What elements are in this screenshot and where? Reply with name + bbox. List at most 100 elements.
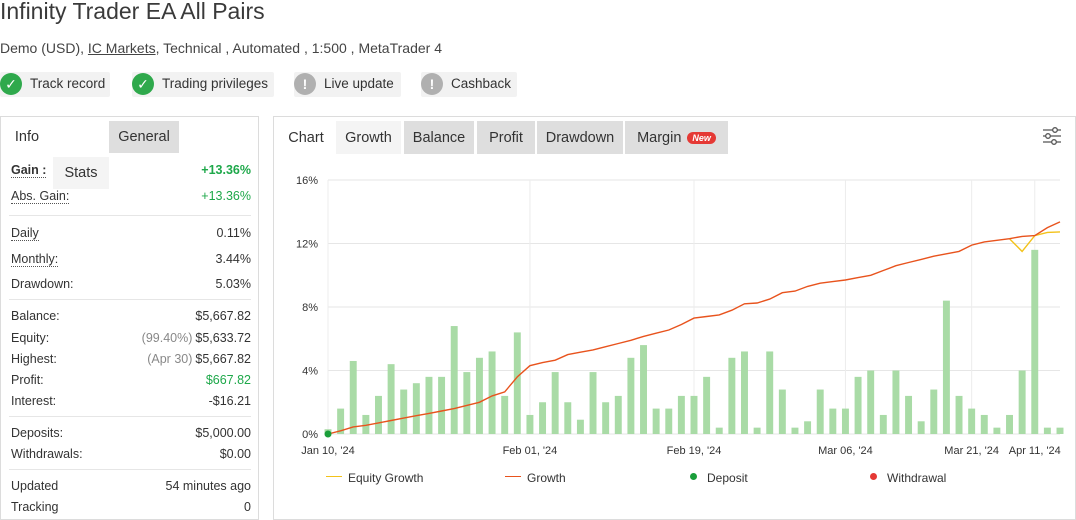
daily-bar [728,357,736,434]
daily-bar [703,376,711,434]
stat-profit: Profit: $667.82 [9,371,251,391]
chart-tabs: Chart Growth Balance Profit Drawdown Mar… [274,117,1075,155]
daily-bar [475,357,483,434]
divider [9,299,251,300]
legend-label: Withdrawal [887,471,947,485]
daily-bar [1018,370,1026,434]
badge-live-update[interactable]: ! Live update [294,72,401,97]
y-tick-label: 12% [296,239,318,251]
tab-profit[interactable]: Profit [477,121,535,154]
daily-bar [627,357,635,434]
sliders-icon[interactable] [1041,125,1063,147]
stat-label[interactable]: Monthly: [11,252,59,267]
daily-bar [665,408,673,434]
legend-growth[interactable]: Growth [505,471,566,485]
daily-bar [640,345,647,434]
daily-bar [892,370,900,434]
tab-stats[interactable]: Stats [53,157,109,189]
legend-label: Deposit [707,471,748,485]
tab-drawdown[interactable]: Drawdown [537,121,623,154]
stat-value: $667.82 [205,373,251,387]
daily-bar [942,300,950,434]
daily-bar [438,376,446,434]
daily-bar [993,427,1001,434]
daily-bar [1006,414,1013,434]
daily-bar [677,395,685,434]
highest-amount: $5,667.82 [195,352,251,366]
tab-chart[interactable]: Chart [278,121,334,154]
stat-label: Equity: [11,331,50,345]
daily-bar [917,421,925,434]
highest-date: (Apr 30) [147,352,193,366]
badge-trading-privileges[interactable]: ✓ Trading privileges [132,72,274,97]
legend-deposit[interactable]: Deposit [690,471,748,485]
divider [9,416,251,417]
daily-bar [829,408,837,434]
stat-deposits: Deposits: $5,000.00 [9,424,251,444]
stat-equity: Equity: (99.40%) $5,633.72 [9,329,251,349]
daily-bar [425,376,433,434]
x-tick-label: Mar 06, '24 [818,445,873,457]
daily-bar [450,326,458,434]
y-tick-label: 16% [296,175,318,187]
divider [9,215,251,216]
stat-gain: Gain : +13.36% [9,161,251,181]
stat-label: Profit: [11,373,44,387]
daily-bar [905,395,913,434]
stat-drawdown: Drawdown: 5.03% [9,275,251,295]
badge-label: Live update [324,76,394,91]
tab-general[interactable]: General [109,121,179,153]
daily-bar [778,389,786,434]
daily-bar [526,414,534,434]
stat-value: (99.40%) $5,633.72 [142,331,251,345]
daily-bar [539,402,547,434]
stat-value: (Apr 30) $5,667.82 [147,352,251,366]
stat-value: 54 minutes ago [165,479,251,493]
daily-bar [349,360,357,434]
page-title: Infinity Trader EA All Pairs [0,0,265,24]
daily-bar [488,351,496,434]
check-icon: ✓ [132,73,154,95]
daily-bar [652,408,660,434]
account-subtitle: Demo (USD), IC Markets, Technical , Auto… [0,40,442,56]
growth-chart[interactable]: 0% 4% 8% 12% 16% Jan 10, '24 Feb 01, '24 Feb 19… [274,117,1075,469]
daily-bar [1056,427,1064,434]
stat-value: 3.44% [215,252,251,266]
daily-bar [968,408,976,434]
daily-bar [602,402,610,434]
deposit-swatch [690,473,697,481]
daily-bar [362,414,370,434]
equity-growth-swatch [326,476,342,478]
growth-line [327,221,1061,435]
equity-percent: (99.40%) [141,331,193,345]
stats-tabs: Info Stats General [1,117,258,189]
daily-bar [375,395,382,434]
legend-label: Growth [527,471,566,485]
daily-bar [841,408,849,434]
stat-label[interactable]: Abs. Gain: [11,189,70,204]
stat-value: 0 [244,500,251,514]
stat-monthly: Monthly: 3.44% [9,250,251,270]
legend-equity-growth[interactable]: Equity Growth [326,471,423,485]
daily-bar [589,372,597,434]
broker-link[interactable]: IC Markets [87,40,156,56]
tab-margin-label: Margin [637,129,682,146]
daily-bar [463,372,471,434]
stats-panel: Info Stats General Gain : +13.36% Abs. G… [0,116,259,520]
badge-track-record[interactable]: ✓ Track record [0,72,110,97]
tab-growth[interactable]: Growth [336,121,401,154]
daily-bar [816,389,824,434]
stat-label: Updated [11,479,59,493]
legend-withdrawal[interactable]: Withdrawal [870,471,946,485]
stat-label[interactable]: Gain : [11,163,47,178]
account-type: Demo (USD), [0,40,85,56]
daily-bar [980,414,988,434]
badge-cashback[interactable]: ! Cashback [421,72,517,97]
x-tick-label: Apr 11, '24 [1009,445,1061,457]
daily-bar [564,402,572,434]
tab-info[interactable]: Info [1,121,53,153]
stat-label[interactable]: Daily [11,226,39,241]
tab-margin[interactable]: Margin New [625,121,728,154]
tab-balance[interactable]: Balance [404,121,474,154]
stat-label: Highest: [11,352,57,366]
